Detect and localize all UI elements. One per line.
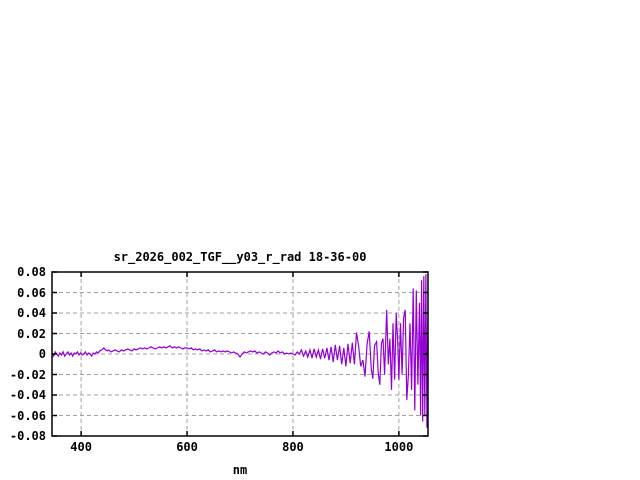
y-tick-label: 0 <box>38 347 46 361</box>
y-tick-label: -0.08 <box>9 429 46 443</box>
y-tick-label: 0.04 <box>17 306 46 320</box>
x-tick-label: 600 <box>176 440 198 454</box>
x-tick-label: 800 <box>282 440 304 454</box>
y-tick-label: -0.04 <box>9 388 46 402</box>
chart-title: sr_2026_002_TGF__y03_r_rad 18-36-00 <box>113 250 367 264</box>
y-tick-label: -0.02 <box>9 367 46 382</box>
x-axis-label: nm <box>232 463 248 477</box>
y-tick-label: 0.02 <box>17 326 46 341</box>
y-tick-label: 0.08 <box>17 265 46 279</box>
x-tick-label: 1000 <box>384 440 414 454</box>
x-tick-label: 400 <box>70 440 92 454</box>
y-tick-label: -0.06 <box>9 408 46 423</box>
y-tick-label: 0.06 <box>17 285 46 300</box>
